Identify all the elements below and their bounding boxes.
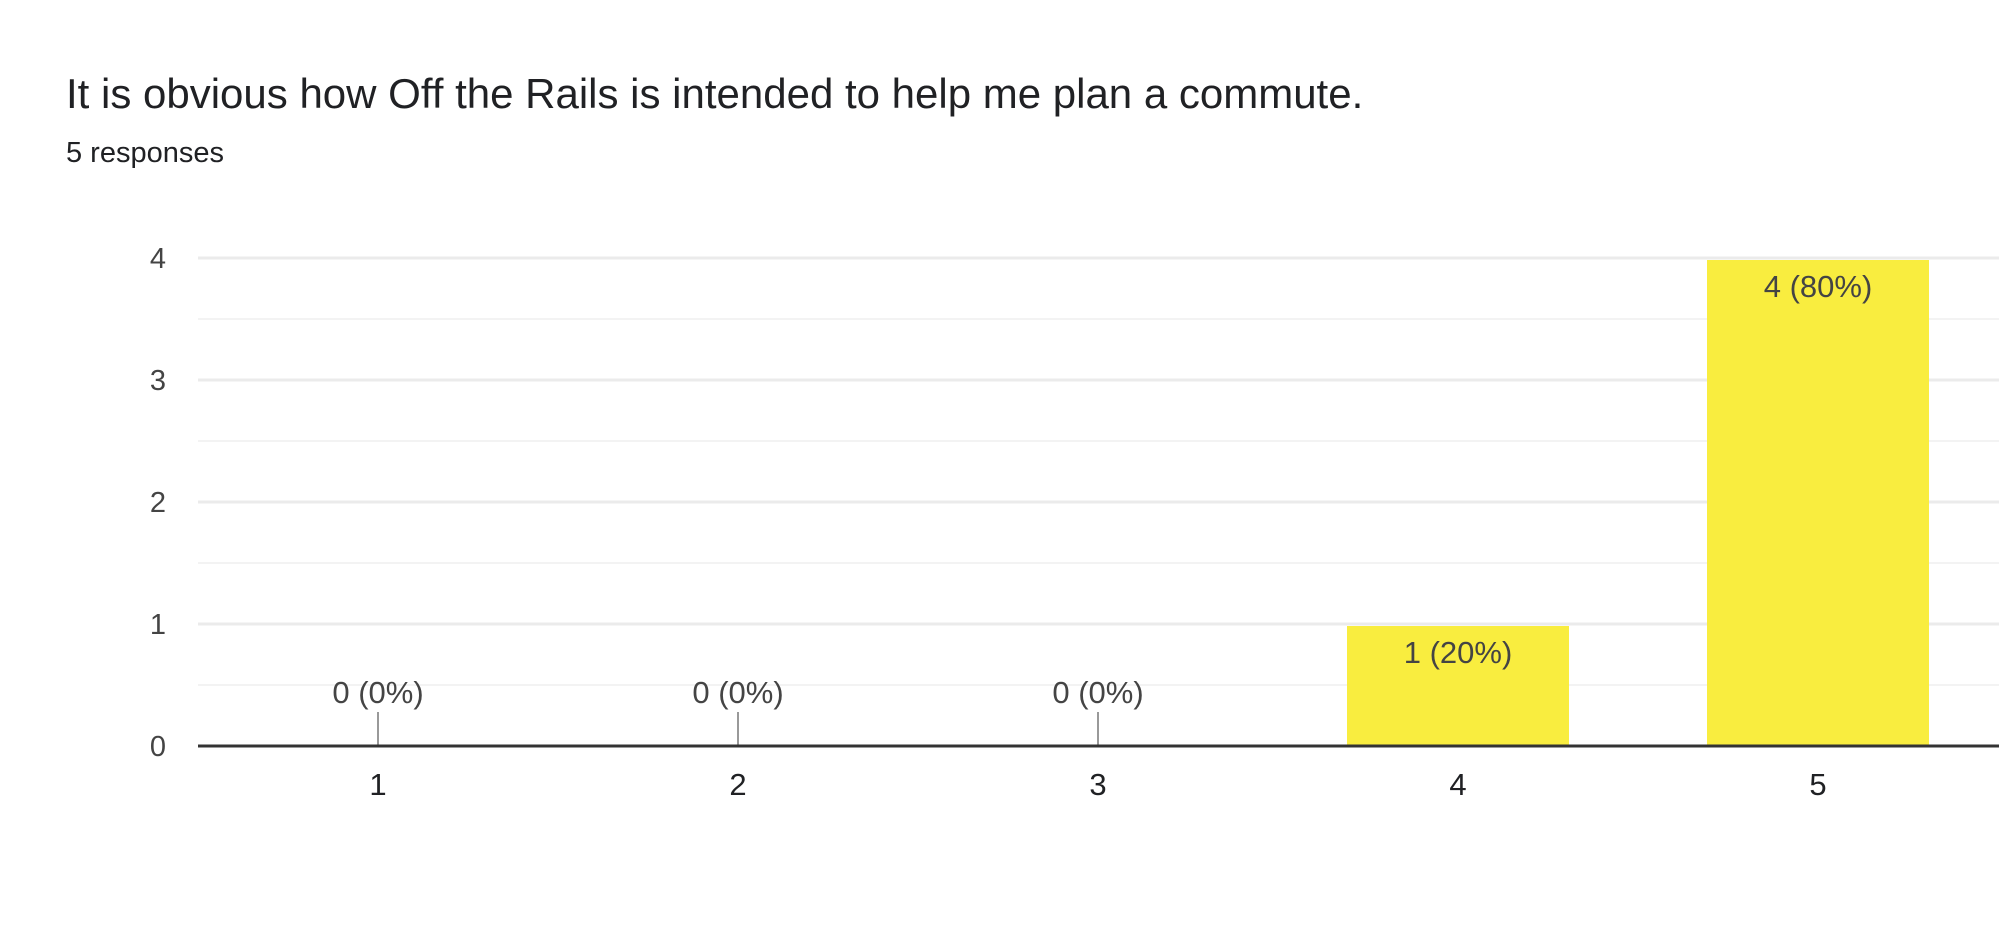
- bars: [1347, 260, 1929, 746]
- bar[interactable]: [1707, 260, 1929, 746]
- y-tick-label: 1: [150, 609, 166, 641]
- data-label: 0 (0%): [1052, 675, 1143, 710]
- x-tick-label: 3: [1089, 767, 1106, 802]
- response-count: 5 responses: [66, 137, 224, 169]
- data-labels: 0 (0%) 0 (0%) 0 (0%) 1 (20%) 4 (80%): [332, 269, 1872, 710]
- minor-gridlines: [198, 318, 1999, 686]
- y-tick-label: 2: [150, 487, 166, 519]
- x-tick-label: 5: [1809, 767, 1826, 802]
- x-tick-label: 4: [1449, 767, 1466, 802]
- bar[interactable]: [1347, 626, 1569, 746]
- x-axis-tick-labels: 1 2 3 4 5: [369, 767, 1826, 802]
- zero-value-markers: [377, 712, 1099, 746]
- data-label: 0 (0%): [692, 675, 783, 710]
- y-axis-tick-labels: 0 1 2 3 4: [150, 243, 166, 763]
- x-tick-label: 2: [729, 767, 746, 802]
- question-title: It is obvious how Off the Rails is inten…: [66, 70, 1364, 117]
- y-tick-label: 0: [150, 731, 166, 763]
- y-tick-label: 3: [150, 365, 166, 397]
- data-label: 1 (20%): [1404, 635, 1513, 670]
- data-label: 4 (80%): [1764, 269, 1873, 304]
- y-tick-label: 4: [150, 243, 166, 275]
- major-gridlines: [198, 256, 1999, 626]
- data-label: 0 (0%): [332, 675, 423, 710]
- x-tick-label: 1: [369, 767, 386, 802]
